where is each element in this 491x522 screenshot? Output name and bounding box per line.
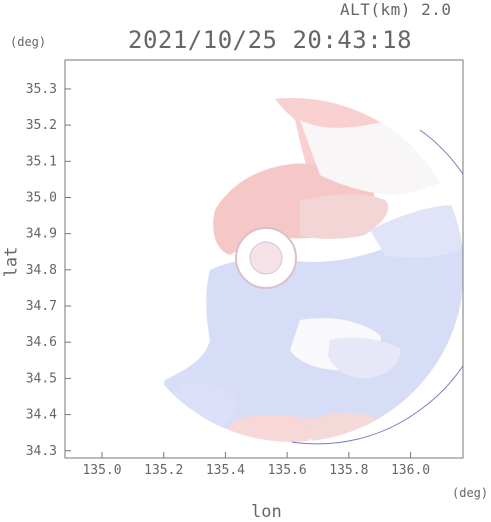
- y-tick-label: 34.3: [26, 444, 57, 459]
- altitude-label: ALT(km) 2.0: [340, 0, 452, 19]
- x-tick-label: 136.0: [391, 463, 430, 478]
- y-tick-label: 34.7: [26, 299, 57, 314]
- y-tick-label: 34.4: [26, 408, 57, 423]
- x-tick-label: 135.6: [268, 463, 307, 478]
- positive-region-south: [225, 414, 320, 442]
- negative-region-patch: [328, 337, 401, 379]
- y-tick-label: 35.2: [26, 118, 57, 133]
- y-tick-label: 34.8: [26, 263, 57, 278]
- x-tick-label: 135.0: [82, 463, 121, 478]
- y-tick-label: 34.9: [26, 227, 57, 242]
- plot-frame: [64, 59, 464, 459]
- timestamp-title: 2021/10/25 20:43:18: [128, 26, 413, 54]
- y-tick-label: 35.3: [26, 82, 57, 97]
- y-tick-label: 34.6: [26, 335, 57, 350]
- y-axis-ticks: 34.3 34.4 34.5 34.6 34.7 34.8 34.9 35.0 35.1 35.2…: [26, 82, 71, 459]
- radar-inner-ring: [249, 241, 283, 275]
- lat-unit-label: (deg): [10, 35, 47, 49]
- x-axis-ticks: 135.0 135.2 135.4 135.6 135.8 136.0: [82, 452, 430, 478]
- negative-region-east: [370, 205, 462, 258]
- radar-boundary: [291, 129, 463, 445]
- x-tick-label: 135.8: [329, 463, 368, 478]
- positive-region-east: [300, 194, 389, 239]
- y-tick-label: 35.0: [26, 190, 57, 205]
- lon-axis-title: lon: [251, 502, 282, 522]
- lon-unit-label: (deg): [452, 486, 489, 500]
- y-tick-label: 35.1: [26, 154, 57, 169]
- x-tick-label: 135.2: [144, 463, 183, 478]
- x-tick-label: 135.4: [206, 463, 245, 478]
- y-tick-label: 34.5: [26, 371, 57, 386]
